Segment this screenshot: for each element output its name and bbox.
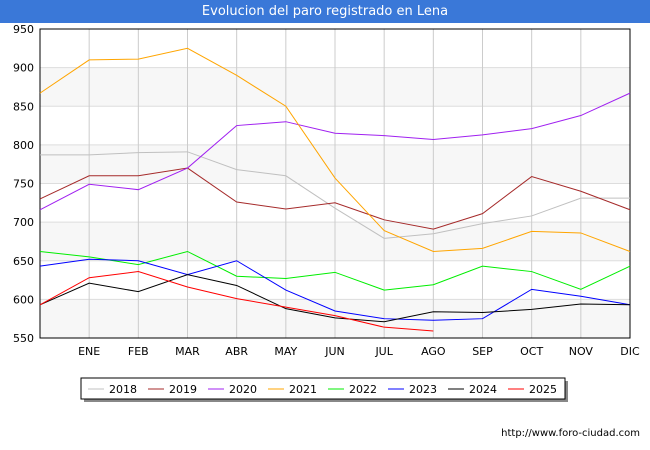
legend-label: 2018 bbox=[109, 383, 137, 396]
y-tick-label: 700 bbox=[13, 216, 34, 229]
y-tick-label: 850 bbox=[13, 100, 34, 113]
x-tick-label: OCT bbox=[520, 345, 543, 358]
legend-label: 2022 bbox=[349, 383, 377, 396]
x-tick-label: DIC bbox=[620, 345, 640, 358]
legend-label: 2019 bbox=[169, 383, 197, 396]
y-tick-label: 600 bbox=[13, 293, 34, 306]
series-line-2022 bbox=[39, 250, 631, 291]
y-tick-label: 900 bbox=[13, 62, 34, 75]
series-line-2020 bbox=[39, 92, 631, 211]
legend-label: 2025 bbox=[529, 383, 557, 396]
legend bbox=[80, 377, 566, 400]
x-tick-label: AGO bbox=[421, 345, 446, 358]
y-tick-label: 800 bbox=[13, 139, 34, 152]
x-tick-label: NOV bbox=[569, 345, 594, 358]
series-line-2021 bbox=[39, 47, 631, 252]
x-tick-label: MAY bbox=[274, 345, 297, 358]
x-tick-label: MAR bbox=[175, 345, 200, 358]
chart-title: Evolucion del paro registrado en Lena bbox=[0, 0, 650, 23]
y-tick-label: 550 bbox=[13, 332, 34, 345]
y-tick-label: 650 bbox=[13, 255, 34, 268]
x-tick-label: JUL bbox=[374, 345, 393, 358]
x-tick-label: ENE bbox=[78, 345, 100, 358]
series-line-2025 bbox=[39, 271, 434, 332]
series-line-2019 bbox=[39, 167, 631, 230]
legend-label: 2024 bbox=[469, 383, 497, 396]
plot-border bbox=[39, 28, 631, 339]
x-tick-label: ABR bbox=[225, 345, 248, 358]
source-url[interactable]: http://www.foro-ciudad.com bbox=[501, 428, 640, 439]
legend-label: 2021 bbox=[289, 383, 317, 396]
y-tick-label: 950 bbox=[13, 23, 34, 36]
legend-label: 2023 bbox=[409, 383, 437, 396]
series-line-2018 bbox=[40, 151, 630, 239]
legend-label: 2020 bbox=[229, 383, 257, 396]
x-tick-label: FEB bbox=[128, 345, 149, 358]
x-tick-label: JUN bbox=[324, 345, 345, 358]
y-tick-label: 750 bbox=[13, 178, 34, 191]
series-line-2024 bbox=[39, 274, 631, 323]
series-line-2023 bbox=[39, 258, 631, 321]
x-tick-label: SEP bbox=[472, 345, 493, 358]
